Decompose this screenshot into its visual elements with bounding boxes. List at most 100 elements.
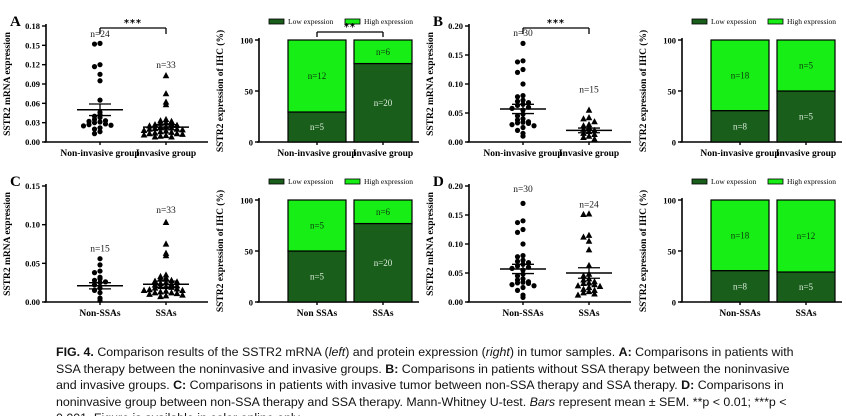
- legend-label-high: High expression: [364, 17, 413, 26]
- bar-segment-low: [776, 90, 836, 143]
- data-point: [162, 292, 170, 299]
- y-tick-label: 50: [245, 247, 254, 257]
- data-point: [591, 286, 598, 293]
- n-count-label: n=24: [90, 30, 110, 40]
- data-point: [97, 78, 103, 84]
- data-point: [91, 270, 98, 276]
- data-point: [179, 286, 186, 293]
- data-point: [179, 130, 186, 137]
- data-point: [514, 254, 521, 260]
- data-point: [520, 257, 526, 263]
- legend-swatch-high: [344, 178, 361, 185]
- data-point: [97, 97, 103, 103]
- data-point: [97, 119, 103, 125]
- data-point: [520, 284, 526, 291]
- bar-segment-low: [776, 271, 836, 303]
- y-tick-label: 0.03: [25, 118, 40, 128]
- y-tick-label: 100: [663, 36, 676, 46]
- data-point: [520, 218, 526, 224]
- y-tick-label: 0.12: [25, 60, 40, 70]
- data-point: [531, 123, 537, 129]
- data-point: [520, 119, 526, 125]
- data-point: [86, 122, 92, 128]
- high-count-label: n=6: [376, 47, 391, 57]
- group-label: Non-SSAs: [502, 309, 543, 319]
- data-point: [574, 282, 582, 289]
- low-count-label: n=8: [733, 121, 748, 131]
- group-label: SSAs: [372, 309, 393, 319]
- y-tick-label: 0.05: [448, 268, 463, 278]
- data-point: [514, 287, 521, 293]
- data-point: [97, 71, 103, 77]
- data-point: [514, 102, 521, 109]
- data-point: [162, 240, 170, 247]
- data-point: [173, 289, 181, 297]
- panel-c-bar-chart: Low expession High expression 0 50 100 SSTR2 …: [215, 177, 419, 319]
- data-point: [514, 94, 521, 100]
- data-point: [157, 132, 164, 139]
- panel-d-bar-chart: Low expession High expression 0 50 100 SSTR2 …: [638, 177, 842, 319]
- caption-segment: B:: [385, 361, 399, 376]
- significance-label: **: [344, 22, 356, 33]
- y-tick-label: 0.00: [25, 137, 40, 147]
- data-point: [168, 128, 175, 135]
- data-point: [97, 256, 103, 262]
- legend-swatch-low: [691, 178, 708, 185]
- data-point: [97, 262, 103, 268]
- data-point: [520, 97, 526, 103]
- y-tick-label: 0: [249, 298, 253, 308]
- data-point: [162, 90, 170, 97]
- data-point: [591, 135, 598, 142]
- data-point: [520, 93, 526, 99]
- legend-swatch-low: [691, 18, 708, 25]
- data-point: [157, 292, 164, 300]
- y-tick-label: 0.00: [448, 297, 463, 307]
- data-point: [574, 291, 582, 298]
- data-point: [140, 126, 148, 133]
- n-count-label: n=30: [513, 185, 533, 195]
- group-label: SSAs: [155, 309, 176, 319]
- data-point: [531, 283, 537, 289]
- data-point: [514, 59, 521, 65]
- y-tick-label: 0.06: [25, 98, 40, 108]
- data-point: [591, 290, 598, 297]
- bar-segment-high: [710, 199, 770, 272]
- y-tick-label: 0.10: [25, 220, 40, 230]
- y-tick-label: 0: [249, 138, 253, 148]
- caption-segment: left: [328, 345, 346, 360]
- data-point: [596, 282, 604, 289]
- data-point: [585, 279, 593, 286]
- data-point: [585, 114, 593, 121]
- caption-segment: represent mean ± SEM. **p < 0.01; ***p <…: [56, 394, 787, 416]
- y-tick-label: 0.15: [448, 50, 463, 60]
- panel-a-letter: A: [10, 14, 21, 30]
- panel-c-scatter-plot: 0.00 0.05 0.10 0.15 SSTR2 mRNA expression Non…: [3, 181, 208, 319]
- high-count-label: n=18: [731, 230, 750, 240]
- y-tick-label: 0.00: [448, 137, 463, 147]
- data-point: [97, 125, 103, 131]
- data-point: [585, 237, 593, 244]
- data-point: [151, 133, 159, 140]
- figure-caption: FIG. 4. Comparison results of the SSTR2 …: [56, 344, 800, 416]
- data-point: [514, 113, 521, 119]
- bar-segment-low: [287, 111, 347, 143]
- data-point: [91, 126, 98, 132]
- data-point: [520, 81, 526, 87]
- data-point: [168, 289, 175, 296]
- legend-label-high: High expression: [787, 177, 836, 186]
- legend-swatch-high: [767, 18, 784, 25]
- high-count-label: n=5: [799, 61, 814, 71]
- group-label: SSAs: [795, 309, 816, 319]
- legend-label-high: High expression: [787, 17, 836, 26]
- caption-segment: ) in tumor samples.: [509, 345, 619, 360]
- data-point: [146, 290, 153, 297]
- data-point: [520, 294, 526, 300]
- y-tick-label: 0.10: [448, 79, 463, 89]
- group-label: Non-invasive group: [277, 149, 356, 159]
- data-point: [97, 268, 103, 274]
- low-count-label: n=5: [799, 282, 814, 292]
- panel-d-scatter-plot: 0.00 0.05 0.10 0.15 0.20 SSTR2 mRNA expressio…: [426, 181, 631, 319]
- data-point: [91, 41, 98, 47]
- y-axis-title: SSTR2 expression of IHC (%): [638, 190, 649, 312]
- panel-c: C 0.00 0.05 0.10 0.15 SSTR2 mRNA expression N…: [0, 172, 423, 338]
